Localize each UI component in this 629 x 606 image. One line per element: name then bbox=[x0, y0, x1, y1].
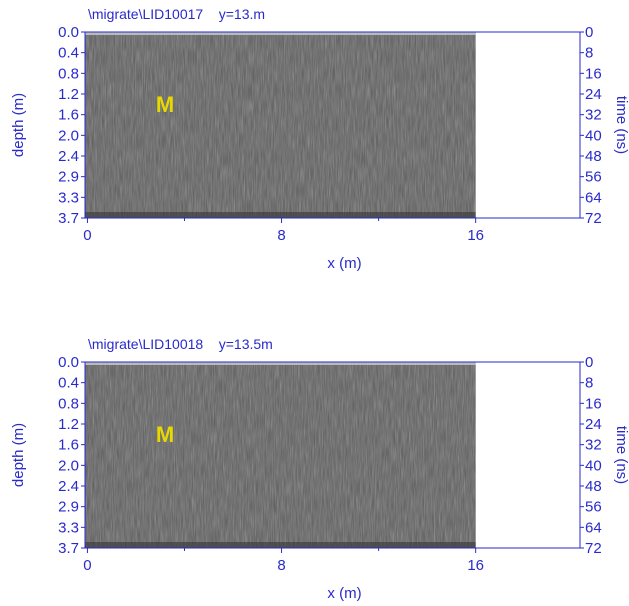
annotation-label: M bbox=[156, 92, 174, 117]
y-axis-label: depth (m) bbox=[10, 93, 27, 157]
time-tick-label: 64 bbox=[585, 519, 602, 536]
depth-tick-label: 0.8 bbox=[58, 65, 79, 82]
time-tick-label: 24 bbox=[585, 86, 602, 103]
time-tick-label: 48 bbox=[585, 148, 602, 165]
bottom-band bbox=[85, 542, 476, 548]
x-axis-label: x (m) bbox=[327, 255, 361, 272]
time-tick-label: 32 bbox=[585, 107, 602, 124]
x-tick-label: 0 bbox=[83, 227, 91, 244]
radargram-panel-1: 0.0 0.4 0.8 1.2 1.6 2.0 2.4 2.9 3.3 3.7 0 8 16 24 32 40… bbox=[0, 0, 629, 290]
depth-tick-label: 3.7 bbox=[58, 210, 79, 227]
annotation-label: M bbox=[156, 422, 174, 447]
depth-tick-label: 0.8 bbox=[58, 395, 79, 412]
time-tick-label: 16 bbox=[585, 65, 602, 82]
time-tick-label: 56 bbox=[585, 169, 602, 186]
time-tick-label: 40 bbox=[585, 457, 602, 474]
time-tick-label: 40 bbox=[585, 127, 602, 144]
depth-tick-label: 3.3 bbox=[58, 189, 79, 206]
depth-tick-label: 2.9 bbox=[58, 169, 79, 186]
x-axis-label: x (m) bbox=[327, 585, 361, 601]
plot-frame bbox=[84, 31, 581, 219]
depth-tick-label: 1.6 bbox=[58, 107, 79, 124]
time-tick-label: 24 bbox=[585, 416, 602, 433]
surface-reflection bbox=[85, 362, 476, 365]
depth-tick-label: 0.4 bbox=[58, 375, 79, 392]
radargram-texture bbox=[85, 32, 476, 218]
depth-tick-label: 2.4 bbox=[58, 148, 79, 165]
depth-tick-label: 0.4 bbox=[58, 45, 79, 62]
surface-reflection bbox=[85, 32, 476, 35]
x-tick-label: 16 bbox=[467, 557, 484, 574]
depth-tick-label: 1.6 bbox=[58, 437, 79, 454]
depth-tick-label: 1.2 bbox=[58, 416, 79, 433]
chart-title: \migrate\LID10017 y=13.m bbox=[88, 6, 266, 22]
y2-axis-label: time (ns) bbox=[613, 426, 629, 484]
time-tick-label: 8 bbox=[585, 45, 593, 62]
radargram-chart-1: 0.00.40.81.21.62.02.42.93.33.70816243240… bbox=[10, 24, 629, 272]
time-tick-label: 32 bbox=[585, 437, 602, 454]
plot-frame bbox=[84, 361, 581, 549]
y-axis-label: depth (m) bbox=[10, 423, 27, 487]
time-tick-label: 0 bbox=[585, 24, 593, 41]
time-tick-label: 16 bbox=[585, 395, 602, 412]
radargram-panel-2: 0.0 0.4 0.8 1.2 1.6 2.0 2.4 2.9 3.3 3.7 0 8 16 24 32 40… bbox=[0, 330, 629, 602]
depth-tick-label: 3.7 bbox=[58, 540, 79, 557]
time-tick-label: 8 bbox=[585, 375, 593, 392]
x-tick-label: 0 bbox=[83, 557, 91, 574]
radargram-chart-2: 0.00.40.81.21.62.02.42.93.33.70816243240… bbox=[10, 354, 629, 602]
y2-axis-label: time (ns) bbox=[613, 96, 629, 154]
depth-tick-label: 2.0 bbox=[58, 457, 79, 474]
depth-tick-label: 2.9 bbox=[58, 499, 79, 516]
depth-tick-label: 0.0 bbox=[58, 354, 79, 371]
time-tick-label: 0 bbox=[585, 354, 593, 371]
radargram-texture bbox=[85, 362, 476, 548]
x-tick-label: 16 bbox=[467, 227, 484, 244]
depth-tick-label: 2.4 bbox=[58, 478, 79, 495]
time-tick-label: 72 bbox=[585, 540, 602, 557]
chart-title: \migrate\LID10018 y=13.5m bbox=[88, 336, 273, 352]
time-tick-label: 56 bbox=[585, 499, 602, 516]
depth-tick-label: 2.0 bbox=[58, 127, 79, 144]
time-tick-label: 64 bbox=[585, 189, 602, 206]
x-tick-label: 8 bbox=[277, 557, 285, 574]
bottom-band bbox=[85, 212, 476, 218]
depth-tick-label: 1.2 bbox=[58, 86, 79, 103]
x-tick-label: 8 bbox=[277, 227, 285, 244]
time-tick-label: 48 bbox=[585, 478, 602, 495]
depth-tick-label: 0.0 bbox=[58, 24, 79, 41]
time-tick-label: 72 bbox=[585, 210, 602, 227]
depth-tick-label: 3.3 bbox=[58, 519, 79, 536]
